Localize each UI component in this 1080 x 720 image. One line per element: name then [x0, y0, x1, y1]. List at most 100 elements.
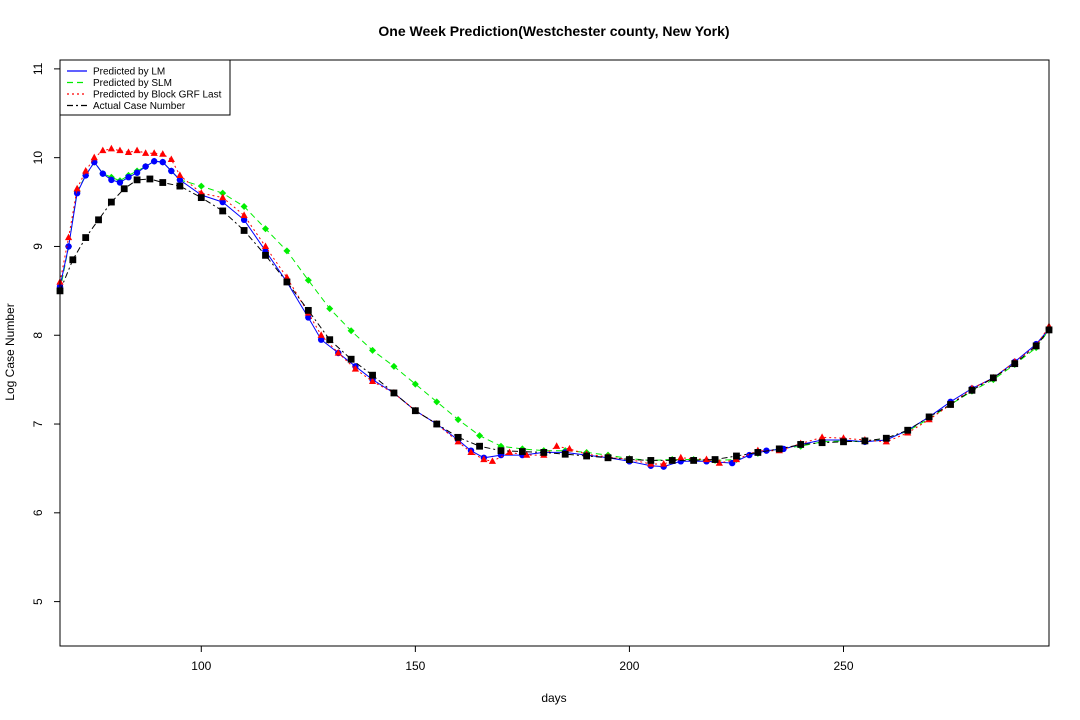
data-point — [176, 176, 184, 184]
data-point — [142, 149, 150, 156]
data-point — [523, 451, 531, 458]
data-point — [99, 170, 107, 177]
data-point — [561, 450, 569, 458]
data-point — [304, 276, 312, 284]
legend-item: Predicted by Block GRF Last — [67, 90, 222, 101]
y-tick-label: 9 — [31, 243, 45, 250]
x-tick-label: 150 — [405, 659, 425, 673]
x-tick-label: 100 — [191, 659, 211, 673]
data-point — [454, 433, 462, 441]
data-point — [261, 242, 270, 250]
data-point — [433, 398, 441, 406]
data-point — [317, 331, 325, 338]
data-point — [107, 144, 115, 152]
data-point — [351, 364, 360, 372]
y-tick-label: 5 — [31, 598, 45, 605]
legend-item: Predicted by LM — [67, 67, 165, 78]
y-axis-label: Log Case Number — [3, 303, 17, 400]
data-point — [925, 413, 933, 421]
data-point — [283, 273, 291, 281]
data-point — [168, 167, 175, 175]
data-point — [715, 459, 723, 466]
data-point — [317, 336, 325, 343]
data-point — [219, 193, 227, 201]
data-point — [505, 448, 514, 456]
data-point — [818, 433, 826, 440]
data-point — [305, 314, 312, 321]
data-point — [647, 457, 655, 464]
data-point — [133, 146, 141, 154]
data-point — [142, 163, 149, 170]
x-axis-label: days — [541, 691, 566, 705]
data-point — [90, 153, 98, 161]
y-tick-label: 10 — [31, 151, 45, 165]
y-tick-label: 8 — [31, 332, 45, 339]
data-point — [73, 189, 81, 197]
data-point — [69, 256, 77, 264]
data-point — [133, 176, 141, 184]
data-point — [733, 452, 740, 460]
data-point — [108, 176, 115, 184]
data-point — [262, 225, 270, 233]
data-point — [369, 346, 377, 354]
data-point — [95, 216, 102, 224]
series-layer — [56, 144, 1053, 470]
data-point — [476, 442, 483, 450]
y-tick-label: 11 — [31, 62, 45, 75]
data-point — [167, 155, 175, 163]
legend-item: Predicted by SLM — [67, 78, 172, 89]
data-point — [283, 278, 291, 286]
data-point — [159, 150, 167, 157]
legend-box — [59, 59, 231, 116]
legend-item: Actual Case Number — [67, 101, 186, 112]
chart-title: One Week Prediction(Westchester county, … — [378, 23, 729, 39]
data-point — [433, 420, 441, 428]
data-point — [150, 149, 158, 156]
data-point — [677, 453, 685, 461]
data-point — [411, 407, 419, 415]
data-point — [840, 438, 847, 446]
data-point — [882, 434, 890, 442]
data-point — [219, 198, 226, 206]
y-axis: 5 6 7 8 9 10 11 — [31, 62, 60, 605]
data-point — [240, 211, 248, 218]
data-point — [583, 452, 591, 460]
data-point — [197, 194, 205, 202]
data-point — [989, 374, 997, 382]
data-point — [91, 158, 98, 166]
data-point — [107, 198, 115, 206]
data-point — [120, 185, 128, 193]
data-point — [369, 371, 376, 379]
data-point — [304, 306, 312, 314]
data-point — [197, 182, 205, 190]
x-tick-label: 200 — [619, 659, 639, 673]
data-point — [150, 158, 158, 165]
data-point — [411, 380, 419, 388]
data-point — [65, 243, 72, 250]
y-tick-label: 7 — [31, 420, 45, 427]
x-axis: 100 150 200 250 — [191, 646, 854, 673]
data-point — [176, 182, 184, 190]
data-point — [73, 184, 81, 192]
data-point — [240, 227, 248, 234]
data-point — [518, 448, 526, 455]
data-point — [347, 355, 355, 363]
data-point — [390, 389, 398, 397]
data-point — [116, 146, 124, 154]
legend-label: Predicted by SLM — [93, 78, 172, 89]
data-point — [240, 203, 248, 210]
data-point — [553, 442, 561, 449]
data-point — [476, 432, 484, 440]
data-point — [565, 444, 574, 452]
data-point — [604, 454, 612, 462]
data-point — [454, 437, 462, 445]
data-point — [1011, 360, 1019, 368]
data-point — [690, 457, 698, 464]
data-point — [82, 166, 90, 174]
data-point — [262, 251, 269, 259]
data-point — [454, 416, 462, 424]
data-point — [668, 457, 676, 464]
